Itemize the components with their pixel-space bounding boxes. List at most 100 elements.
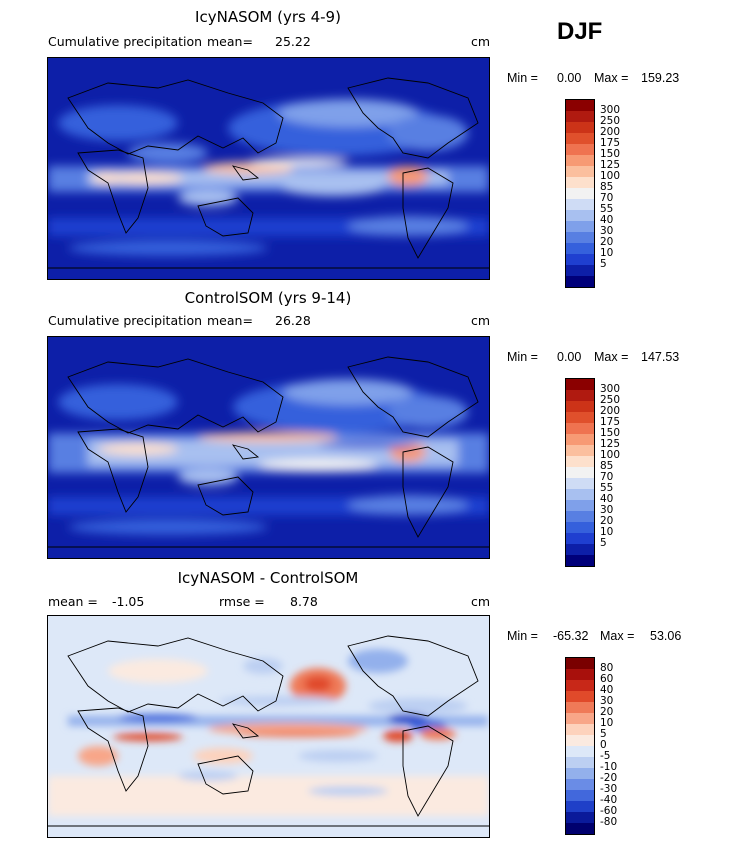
colorbar-tick-label-icy: 40: [600, 214, 614, 226]
colorbar-labels-ctrl: 300 250 200 175 150 125 100 85 70 55 40 30 20 10 5: [600, 384, 620, 549]
colorbar-tick-label-diff: -40: [600, 794, 618, 806]
colorbar-swatch-ctrl: [566, 401, 594, 412]
colorbar-swatch-ctrl: [566, 489, 594, 500]
colorbar-tick-label-ctrl: 70: [600, 471, 614, 483]
rmse-label-diff: rmse =: [219, 594, 265, 609]
colorbar-diff: [565, 657, 595, 835]
colorbar-tick-label-ctrl: 5: [600, 537, 607, 549]
colorbar-swatch-icy: [566, 232, 594, 243]
colorbar-swatch-ctrl: [566, 511, 594, 522]
colorbar-swatch-diff: [566, 790, 594, 801]
colorbar-tick-label-icy: 10: [600, 247, 614, 259]
colorbar-swatch-diff: [566, 735, 594, 746]
colorbar-swatch-icy: [566, 122, 594, 133]
colorbar-swatch-diff: [566, 724, 594, 735]
colorbar-swatch-icy: [566, 177, 594, 188]
panel-title-ctrl: ControlSOM (yrs 9-14): [184, 289, 352, 307]
panel-title-diff: IcyNASOM - ControlSOM: [177, 569, 359, 587]
colorbar-swatch-icy: [566, 144, 594, 155]
colorbar-swatch-diff: [566, 801, 594, 812]
map-field-ctrl: [48, 337, 489, 558]
mean-value-icy: 25.22: [275, 34, 311, 49]
colorbar-tick-label-icy: 70: [600, 192, 614, 204]
colorbar-swatch-icy: [566, 166, 594, 177]
mean-label-diff: mean =: [48, 594, 98, 609]
mean-label-icy: mean=: [207, 34, 253, 49]
max-label-ctrl: Max =: [594, 350, 629, 364]
colorbar-tick-label-diff: 60: [600, 673, 614, 685]
max-value-ctrl: 147.53: [641, 350, 680, 364]
colorbar-swatch-ctrl: [566, 467, 594, 478]
colorbar-swatch-diff: [566, 713, 594, 724]
colorbar-swatch-icy: [566, 155, 594, 166]
colorbar-swatch-ctrl: [566, 412, 594, 423]
colorbar-tick-label-icy: 20: [600, 236, 614, 248]
colorbar-swatch-diff: [566, 680, 594, 691]
coastlines-ctrl: [48, 356, 489, 548]
max-value-icy: 159.23: [641, 71, 680, 85]
colorbar-swatch-diff: [566, 691, 594, 702]
colorbar-tick-label-icy: 85: [600, 181, 614, 193]
colorbar-tick-label-ctrl: 150: [600, 427, 621, 439]
colorbar-swatch-diff: [566, 746, 594, 757]
colorbar-swatch-diff: [566, 757, 594, 768]
colorbar-tick-label-ctrl: 20: [600, 515, 614, 527]
colorbar-swatch-icy: [566, 221, 594, 232]
colorbar-tick-label-icy: 200: [600, 126, 621, 138]
colorbar-tick-label-icy: 100: [600, 170, 621, 182]
colorbar-tick-label-ctrl: 10: [600, 526, 614, 538]
colorbar-swatch-icy: [566, 111, 594, 122]
min-value-icy: 0.00: [557, 71, 582, 85]
colorbar-swatch-ctrl: [566, 445, 594, 456]
colorbar-tick-label-ctrl: 300: [600, 383, 621, 395]
colorbar-tick-label-diff: -60: [600, 805, 618, 817]
colorbar-tick-label-diff: 30: [600, 695, 614, 707]
colorbar-tick-label-icy: 30: [600, 225, 614, 237]
colorbar-swatch-ctrl: [566, 522, 594, 533]
colorbar-swatch-ctrl: [566, 544, 594, 555]
colorbar-tick-label-diff: 5: [600, 728, 607, 740]
colorbar-tick-label-ctrl: 85: [600, 460, 614, 472]
colorbar-swatch-icy: [566, 243, 594, 254]
season-label: DJF: [557, 18, 603, 45]
colorbar-swatch-ctrl: [566, 456, 594, 467]
colorbar-swatch-diff: [566, 823, 594, 834]
colorbar-labels-icy: 300 250 200 175 150 125 100 85 70 55 40 30 20 10 5: [600, 105, 620, 270]
colorbar-tick-label-diff: -5: [600, 750, 611, 762]
colorbar-tick-label-ctrl: 175: [600, 416, 621, 428]
mean-label-ctrl: mean=: [207, 313, 253, 328]
colorbar-tick-label-icy: 55: [600, 203, 614, 215]
colorbar-tick-label-diff: 40: [600, 684, 614, 696]
max-label-icy: Max =: [594, 71, 629, 85]
rmse-value-diff: 8.78: [290, 594, 318, 609]
units-diff: cm: [471, 594, 491, 609]
precip-map-icy: [47, 57, 490, 280]
colorbar-swatch-diff: [566, 812, 594, 823]
colorbar-swatch-ctrl: [566, 500, 594, 511]
map-field-icy: [48, 58, 489, 279]
panel-title-icy: IcyNASOM (yrs 4-9): [195, 8, 341, 26]
panel-subtitle-ctrl: Cumulative precipitation: [48, 313, 203, 328]
coastlines-diff: [48, 635, 489, 827]
colorbar-labels-diff: 80 60 40 30 20 10 5 0 -5 -10 -20 -30 -40 -60 -80: [600, 663, 617, 828]
max-label-diff: Max =: [600, 629, 635, 643]
colorbar-tick-label-ctrl: 250: [600, 394, 621, 406]
min-label-ctrl: Min =: [507, 350, 538, 364]
colorbar-swatch-icy: [566, 265, 594, 276]
colorbar-swatch-icy: [566, 210, 594, 221]
colorbar-swatch-ctrl: [566, 379, 594, 390]
colorbar-swatch-ctrl: [566, 533, 594, 544]
min-value-ctrl: 0.00: [557, 350, 582, 364]
colorbar-tick-label-icy: 300: [600, 104, 621, 116]
colorbar-ctrl: [565, 378, 595, 567]
min-label-icy: Min =: [507, 71, 538, 85]
colorbar-tick-label-ctrl: 40: [600, 493, 614, 505]
colorbar-swatch-icy: [566, 188, 594, 199]
colorbar-swatch-ctrl: [566, 390, 594, 401]
colorbar-swatch-icy: [566, 133, 594, 144]
colorbar-tick-label-diff: 10: [600, 717, 614, 729]
colorbar-tick-label-ctrl: 200: [600, 405, 621, 417]
colorbar-swatch-icy: [566, 100, 594, 111]
colorbar-tick-label-icy: 150: [600, 148, 621, 160]
panel-subtitle-icy: Cumulative precipitation: [48, 34, 203, 49]
